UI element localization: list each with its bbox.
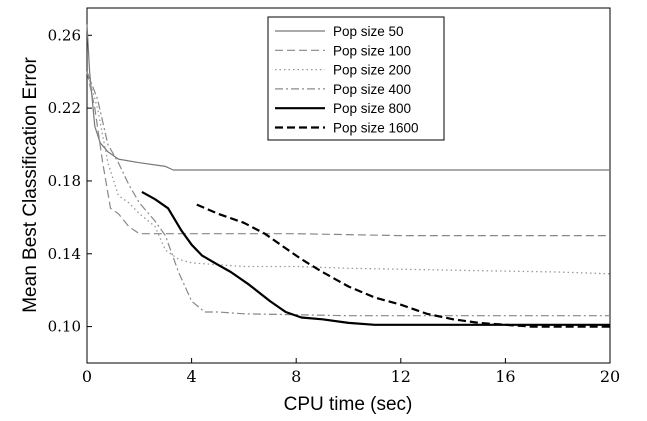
y-tick-label: 0.22 [48,99,81,117]
series-line-6 [196,203,610,328]
series-layer [86,24,611,328]
series-line-3 [86,71,611,275]
series-line-2 [86,71,610,237]
legend-label: Pop size 1600 [333,121,419,136]
y-tick-label: 0.18 [48,172,81,190]
y-tick-label: 0.26 [48,26,81,44]
x-tick-label: 20 [600,367,620,386]
series-line-1 [86,24,610,171]
legend: Pop size 50 Pop size 100 Pop size 200 Pop s… [267,16,445,141]
x-tick-label: 0 [82,367,92,386]
legend-label: Pop size 800 [333,101,411,116]
legend-label: Pop size 50 [333,24,404,39]
x-axis-title: CPU time (sec) [284,394,413,415]
x-tick-label: 8 [291,367,301,386]
legend-label: Pop size 100 [333,43,411,58]
y-tick-label: 0.10 [48,318,81,336]
legend-label: Pop size 200 [333,63,411,78]
series-line-5 [141,190,610,326]
y-axis: 0.10 0.14 0.18 0.22 0.26 [48,26,92,336]
y-axis-title: Mean Best Classification Error [20,57,41,313]
x-tick-label: 12 [391,367,411,386]
legend-label: Pop size 400 [333,82,411,97]
y-tick-label: 0.14 [48,245,81,263]
x-axis: 0 4 8 12 16 20 [82,358,620,386]
x-tick-label: 4 [187,367,197,386]
legend-box [267,16,445,141]
plot-area-frame [86,7,611,364]
x-tick-label: 16 [495,367,515,386]
